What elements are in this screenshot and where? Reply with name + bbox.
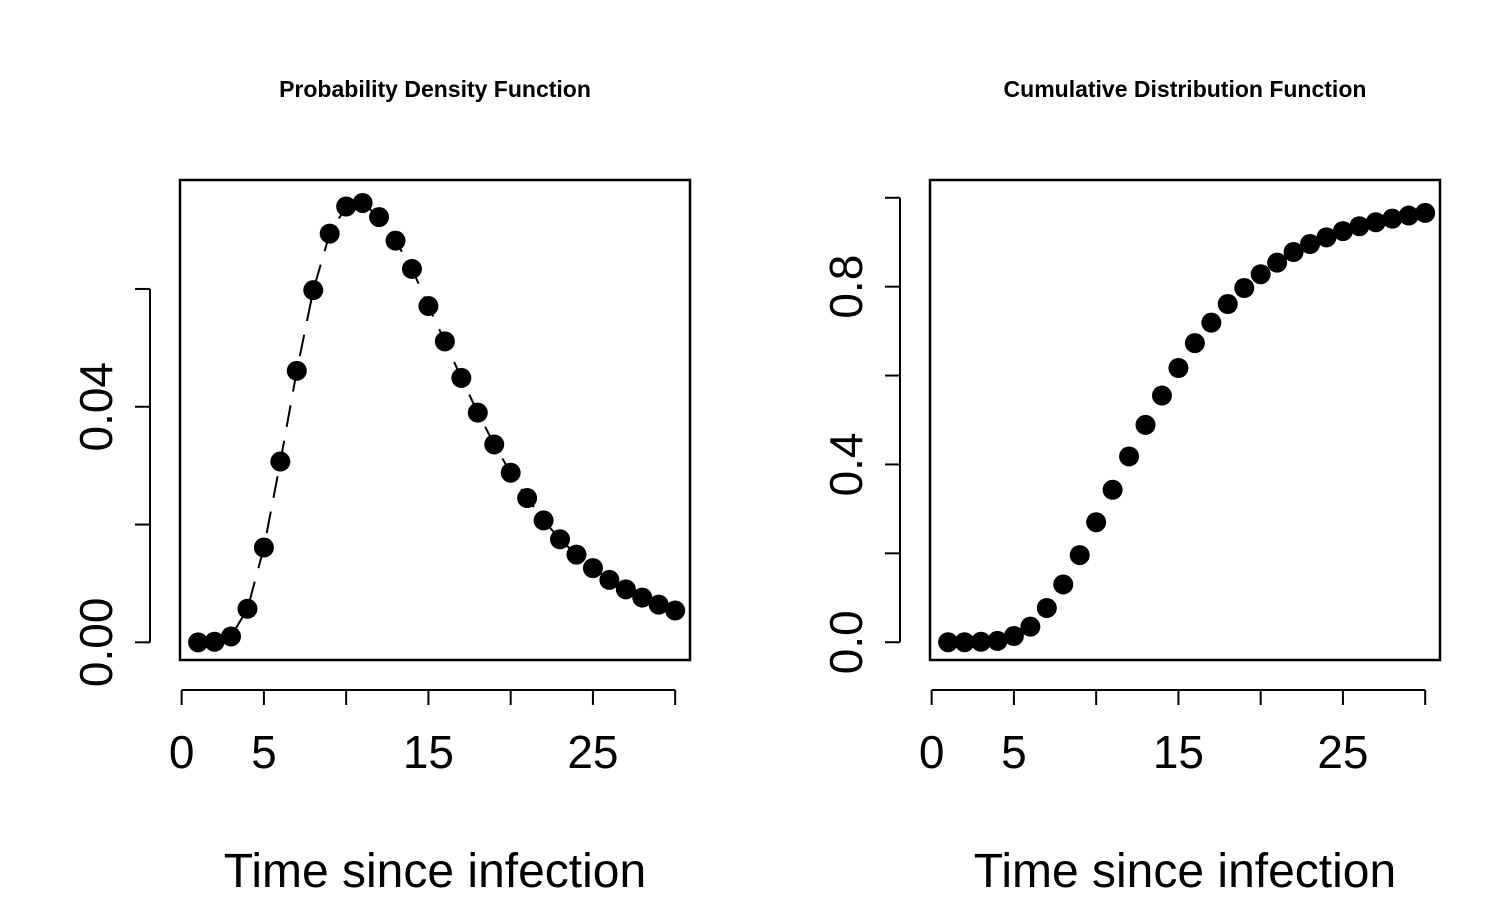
pdf-x-tick-label: 15 bbox=[403, 726, 454, 778]
pdf-data-point bbox=[517, 488, 538, 509]
pdf-data-point bbox=[665, 600, 686, 621]
pdf-chart-title: Probability Density Function bbox=[279, 76, 591, 102]
cdf-y-tick-label: 0.8 bbox=[820, 255, 872, 319]
pdf-data-point bbox=[484, 434, 505, 455]
cdf-data-point bbox=[1086, 512, 1107, 533]
pdf-data-point bbox=[533, 510, 554, 531]
cdf-data-point bbox=[1349, 216, 1370, 237]
cdf-y-tick-label: 0.4 bbox=[820, 432, 872, 496]
cdf-data-point bbox=[1300, 234, 1321, 254]
pdf-data-point bbox=[204, 631, 225, 652]
pdf-y-tick-label: 0.00 bbox=[70, 598, 122, 688]
cdf-data-point bbox=[1020, 616, 1041, 637]
pdf-y-tick-label: 0.04 bbox=[70, 362, 122, 452]
cdf-data-point bbox=[1135, 414, 1156, 435]
pdf-data-point bbox=[418, 296, 439, 317]
pdf-data-point bbox=[286, 360, 307, 381]
pdf-data-point bbox=[467, 402, 488, 423]
pdf-data-point bbox=[270, 451, 291, 472]
pdf-data-point bbox=[550, 529, 571, 550]
pdf-data-point bbox=[632, 587, 653, 608]
cdf-plot-frame bbox=[928, 178, 1442, 662]
pdf-plot-frame bbox=[178, 178, 692, 662]
pdf-data-point bbox=[566, 544, 587, 565]
pdf-data-point bbox=[188, 632, 209, 653]
cdf-data-point bbox=[1053, 574, 1074, 595]
cdf-data-point bbox=[987, 630, 1008, 651]
cdf-data-point bbox=[1267, 252, 1288, 273]
pdf-chart: 0 5 15 25 0.00 0.04 Time since infection bbox=[70, 178, 692, 898]
cdf-x-tick-label: 0 bbox=[919, 726, 945, 778]
pdf-x-tick-label: 0 bbox=[169, 726, 195, 778]
pdf-data-point bbox=[253, 537, 274, 558]
pdf-data-point bbox=[303, 280, 324, 301]
cdf-data-point bbox=[1365, 212, 1386, 233]
pdf-data-point bbox=[237, 598, 258, 619]
cdf-data-point bbox=[1234, 278, 1255, 298]
cdf-data-point bbox=[1003, 626, 1024, 646]
cdf-data-point bbox=[1332, 221, 1353, 242]
cdf-x-tick-label: 25 bbox=[1317, 726, 1368, 778]
pdf-data-point bbox=[599, 569, 620, 590]
cdf-data-point bbox=[1217, 294, 1238, 314]
pdf-data-point bbox=[221, 626, 241, 647]
cdf-chart: 0 5 15 25 0.0 0.4 0.8 Time since infection bbox=[820, 178, 1442, 898]
cdf-data-point bbox=[954, 632, 975, 653]
pdf-data-point bbox=[352, 192, 373, 213]
cdf-x-tick-label: 15 bbox=[1153, 726, 1204, 778]
cdf-data-point bbox=[1316, 227, 1337, 248]
pdf-data-point bbox=[648, 594, 669, 615]
cdf-data-point bbox=[1398, 205, 1419, 226]
pdf-data-point bbox=[582, 558, 603, 579]
pdf-data-point bbox=[615, 579, 636, 600]
cdf-x-tick-label: 5 bbox=[1001, 726, 1027, 778]
cdf-data-point bbox=[1069, 545, 1090, 566]
pdf-data-point bbox=[434, 331, 455, 352]
pdf-data-point bbox=[451, 367, 472, 388]
pdf-data-point bbox=[385, 230, 406, 251]
cdf-data-point bbox=[1250, 264, 1271, 285]
cdf-y-tick-label: 0.0 bbox=[820, 610, 872, 674]
cdf-data-point bbox=[1151, 385, 1172, 406]
cdf-data-point bbox=[1168, 358, 1189, 378]
pdf-x-tick-label: 25 bbox=[567, 726, 618, 778]
cdf-data-point bbox=[1382, 208, 1403, 229]
cdf-data-point bbox=[1201, 312, 1222, 333]
pdf-x-tick-label: 5 bbox=[251, 726, 277, 778]
cdf-data-point bbox=[938, 632, 959, 653]
pdf-data-point bbox=[401, 258, 422, 279]
pdf-data-point bbox=[369, 207, 390, 228]
pdf-data-point bbox=[500, 462, 521, 483]
cdf-data-point bbox=[1119, 446, 1140, 467]
cdf-data-point bbox=[1415, 202, 1436, 223]
pdf-data-point bbox=[319, 223, 340, 244]
cdf-data-point bbox=[1184, 333, 1205, 354]
cdf-data-point bbox=[971, 631, 991, 652]
cdf-data-point bbox=[1102, 479, 1123, 500]
pdf-x-axis-title: Time since infection bbox=[224, 845, 646, 898]
cdf-data-point bbox=[1036, 598, 1057, 618]
pdf-data-point bbox=[336, 196, 357, 217]
cdf-x-axis-title: Time since infection bbox=[974, 845, 1396, 898]
cdf-chart-title: Cumulative Distribution Function bbox=[1003, 76, 1367, 102]
cdf-data-point bbox=[1283, 242, 1304, 262]
